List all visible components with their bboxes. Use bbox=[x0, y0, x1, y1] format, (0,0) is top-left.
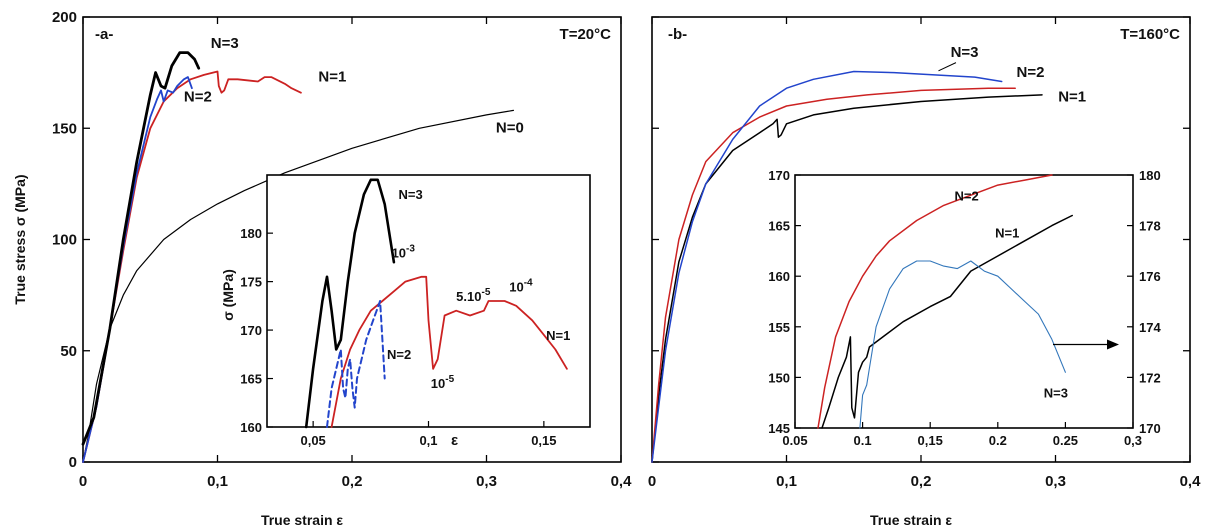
panel-b-inset-x-tick-label: 0.1 bbox=[854, 433, 872, 448]
panel-a-inset-y-tick-label: 170 bbox=[240, 323, 262, 338]
panel-b-inset-x-tick-label: 0,3 bbox=[1124, 433, 1142, 448]
panel-b-annotation: N=1 bbox=[1058, 89, 1086, 106]
panel-b-inset-y-tick-label: 170 bbox=[768, 168, 790, 183]
panel-b-label: -b- bbox=[668, 26, 687, 43]
panel-b-inset-arrow-head bbox=[1107, 339, 1119, 350]
panel-b-inset-y2-tick-label: 170 bbox=[1139, 421, 1161, 436]
panel-b-inset-frame bbox=[794, 174, 1134, 429]
panel-b-inset-x-tick-label: 0.05 bbox=[782, 433, 807, 448]
panel-a-inset-series-N3 bbox=[304, 178, 396, 429]
panel-a-inset-series-N2 bbox=[326, 300, 386, 428]
panel-b-x-tick-label: 0,3 bbox=[1045, 473, 1066, 490]
panel-b-temperature: T=160°C bbox=[1120, 26, 1180, 43]
panel-a-inset-annotation: N=3 bbox=[399, 187, 423, 202]
panel-b-inset-x-tick-label: 0.2 bbox=[989, 433, 1007, 448]
panel-b-inset-annotation: N=1 bbox=[995, 226, 1019, 241]
panel-a-y-tick-label: 100 bbox=[52, 232, 77, 249]
panel-a-inset-annotation: 10-4 bbox=[509, 277, 533, 294]
panel-a-inset-y-tick-label: 160 bbox=[240, 420, 262, 435]
panel-b-inset-y-tick-label: 165 bbox=[768, 219, 790, 234]
panel-b-inset-y2-tick-label: 176 bbox=[1139, 269, 1161, 284]
panel-a-inset-y-axis-label: σ (MPa) bbox=[220, 269, 236, 321]
panel-a-y-axis-label: True stress σ (MPa) bbox=[12, 174, 28, 304]
panel-a-inset-x-tick-label: 0,05 bbox=[300, 433, 325, 448]
panel-a-x-tick-label: 0,2 bbox=[342, 473, 363, 490]
panel-a-inset-annotation: N=2 bbox=[387, 347, 411, 362]
panel-a-y-tick-label: 50 bbox=[60, 343, 77, 360]
panel-a-x-tick-label: 0,3 bbox=[476, 473, 497, 490]
panel-a-annotation: N=2 bbox=[184, 89, 212, 106]
panel-b-inset-y2-tick-label: 174 bbox=[1139, 320, 1161, 335]
panel-b-inset-y2-tick-label: 178 bbox=[1139, 219, 1161, 234]
panel-b-n3-leader-line bbox=[938, 62, 957, 72]
panel-b-inset-series-N1 bbox=[821, 214, 1073, 429]
panel-a-series-N0 bbox=[82, 109, 514, 463]
panel-a-inset-frame bbox=[266, 174, 591, 428]
panel-a-x-axis-label: True strain ε bbox=[261, 512, 343, 528]
panel-a-label: -a- bbox=[95, 26, 113, 43]
panel-a-annotation: N=1 bbox=[318, 69, 346, 86]
panel-a-annotation: N=0 bbox=[496, 120, 524, 137]
panel-a-series-N3 bbox=[81, 51, 201, 446]
panel-a-inset-annotation: 10-5 bbox=[431, 374, 455, 391]
panel-a-inset-annotation: 5.10-5 bbox=[456, 287, 491, 304]
panel-b-inset-y-tick-label: 150 bbox=[768, 370, 790, 385]
panel-a-inset-y-tick-label: 180 bbox=[240, 226, 262, 241]
panel-a-inset-annotation: N=1 bbox=[546, 328, 570, 343]
panel-b-series-N3 bbox=[651, 70, 1003, 463]
panel-b-x-tick-label: 0,2 bbox=[911, 473, 932, 490]
panel-b-annotation: N=2 bbox=[1016, 64, 1044, 81]
panel-a-temperature: T=20°C bbox=[560, 26, 612, 43]
panel-a-inset-series-N1 bbox=[330, 275, 568, 428]
panel-b-inset-y2-tick-label: 180 bbox=[1139, 168, 1161, 183]
panel-a-inset-x-tick-label: 0,15 bbox=[531, 433, 556, 448]
panel-a-inset-annotation: 10-3 bbox=[392, 243, 416, 260]
panel-b-inset-y-tick-label: 155 bbox=[768, 320, 790, 335]
panel-b-inset-series-N3 bbox=[859, 260, 1066, 429]
panel-b-series-N2 bbox=[651, 87, 1016, 463]
panel-b-x-axis-label: True strain ε bbox=[870, 512, 952, 528]
panel-a-y-tick-label: 200 bbox=[52, 9, 77, 26]
panel-b-inset-annotation: N=2 bbox=[955, 188, 979, 203]
panel-b-inset-y-tick-label: 145 bbox=[768, 421, 790, 436]
panel-a-inset-y-tick-label: 175 bbox=[240, 275, 262, 290]
panel-a-y-tick-label: 150 bbox=[52, 120, 77, 137]
panel-b-inset-series-N2 bbox=[817, 174, 1053, 429]
panel-b-inset-x-tick-label: 0,15 bbox=[918, 433, 943, 448]
panel-a-x-tick-label: 0,4 bbox=[611, 473, 633, 490]
panel-b-annotation: N=3 bbox=[951, 44, 979, 61]
panel-b-inset-y-tick-label: 160 bbox=[768, 269, 790, 284]
panel-a-annotation: N=3 bbox=[211, 35, 239, 52]
panel-b-inset-y2-tick-label: 172 bbox=[1139, 370, 1161, 385]
panel-a-x-tick-label: 0 bbox=[79, 473, 87, 490]
panel-b-series-N1 bbox=[651, 94, 1043, 463]
panel-b-inset-annotation: N=3 bbox=[1044, 386, 1068, 401]
panel-a-y-tick-label: 0 bbox=[69, 454, 77, 471]
panel-b-x-tick-label: 0,1 bbox=[776, 473, 797, 490]
panel-b-x-tick-label: 0 bbox=[648, 473, 656, 490]
panel-b: 0 0,1 0,2 0,3 0,4 True strain ε -b- T=160°C N=3 N… bbox=[648, 16, 1202, 528]
panel-a-inset-x-symbol: ε bbox=[451, 432, 458, 449]
panel-a: 0 0,1 0,2 0,3 0,4 0 50 100 150 200 True strain ε Tr… bbox=[12, 9, 632, 528]
panel-a-inset-x-tick-label: 0,1 bbox=[419, 433, 437, 448]
panel-b-x-tick-label: 0,4 bbox=[1180, 473, 1202, 490]
panel-a-x-tick-label: 0,1 bbox=[207, 473, 228, 490]
panel-b-inset-x-tick-label: 0.25 bbox=[1053, 433, 1078, 448]
panel-a-inset-y-tick-label: 165 bbox=[240, 372, 262, 387]
